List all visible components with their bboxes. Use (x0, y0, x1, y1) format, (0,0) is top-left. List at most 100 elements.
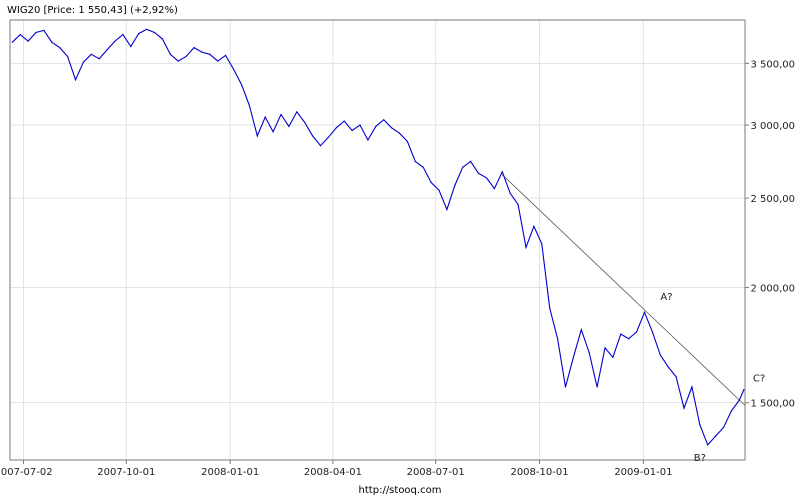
price-data-point (525, 246, 527, 249)
price-data-point (35, 31, 37, 34)
x-tick-label: 2008-07-01 (407, 467, 465, 478)
price-data-point (375, 125, 377, 127)
price-data-point (743, 389, 745, 391)
trendline (501, 174, 746, 406)
price-data-point (225, 54, 227, 57)
price-data-point (391, 127, 393, 129)
price-data-point (620, 333, 622, 335)
price-data-point (383, 119, 385, 121)
price-data-point (248, 104, 250, 107)
price-data-point (201, 51, 203, 53)
price-data-point (74, 79, 77, 81)
price-data-point (636, 331, 638, 333)
price-data-point (501, 171, 503, 173)
price-data-point (485, 177, 488, 179)
price-data-point (643, 311, 646, 313)
price-data-point (414, 160, 416, 162)
price-data-point (715, 435, 717, 437)
price-data-point (240, 83, 243, 86)
annotation-label: B? (694, 453, 706, 464)
chart-title: WIG20 [Price: 1 550,43] (+2,92%) (7, 5, 178, 16)
price-data-point (707, 444, 709, 446)
price-data-point (122, 34, 124, 36)
price-data-point (406, 140, 408, 142)
price-data-point (675, 376, 677, 378)
price-data-point (572, 356, 575, 358)
price-data-point (138, 33, 140, 35)
price-data-point (722, 426, 725, 429)
price-data-point (493, 188, 495, 190)
price-data-point (351, 129, 353, 132)
price-data-point (588, 352, 590, 354)
price-data-point (288, 125, 290, 127)
price-data-point (209, 53, 211, 55)
price-data-point (272, 131, 274, 133)
price-data-point (477, 172, 480, 174)
price-data-point (312, 135, 314, 137)
price-data-point (90, 53, 92, 55)
price-data-point (533, 225, 535, 227)
vertical-gridlines (23, 20, 644, 464)
price-data-point (161, 38, 163, 40)
price-data-point (612, 356, 614, 358)
wave-annotations: A? B? C? (660, 292, 765, 464)
price-data-point (462, 166, 464, 168)
price-data-point (430, 181, 432, 183)
price-data-point (517, 204, 519, 206)
source-url-link[interactable]: http://stooq.com (358, 485, 442, 496)
price-data-point (256, 135, 258, 137)
price-data-point (319, 145, 322, 147)
price-data-point (51, 41, 53, 43)
price-data-point (359, 124, 361, 126)
price-data-point (98, 58, 100, 60)
price-data-point (580, 329, 582, 331)
price-data-point (27, 40, 29, 42)
price-data-point (169, 53, 171, 55)
x-tick-label: 2009-01-01 (614, 467, 672, 478)
price-series-points (11, 28, 745, 446)
price-data-point (114, 40, 116, 42)
plot-frame (9, 19, 746, 461)
price-data-point (185, 55, 187, 58)
price-data-point (296, 111, 298, 113)
price-data-point (738, 399, 741, 401)
annotation-label: C? (753, 374, 765, 385)
price-data-point (19, 34, 21, 36)
price-data-point (327, 136, 329, 138)
plot-background (10, 20, 745, 460)
price-data-point (130, 45, 132, 48)
price-data-point (217, 60, 219, 62)
price-data-point (106, 49, 108, 51)
price-data-point (193, 47, 195, 49)
price-data-point (667, 366, 669, 368)
price-data-point (509, 192, 511, 194)
price-data-point (470, 160, 472, 162)
x-tick-label: 2007-10-01 (97, 467, 155, 478)
price-data-point (304, 121, 306, 123)
price-data-point (264, 116, 266, 118)
price-data-point (438, 189, 440, 191)
price-data-point (335, 127, 337, 129)
y-axis-tick-labels: 1 500,00 2 000,00 2 500,00 3 000,00 3 500,00 (750, 59, 795, 409)
y-tick-label: 1 500,00 (750, 399, 795, 410)
price-data-point (730, 410, 733, 412)
price-data-point (651, 331, 654, 333)
price-data-point (153, 31, 156, 34)
price-data-point (659, 354, 661, 356)
x-tick-label: 2008-01-01 (201, 467, 259, 478)
price-data-point (699, 424, 701, 426)
price-data-point (398, 132, 401, 134)
annotation-label: A? (660, 292, 672, 303)
price-data-point (59, 47, 61, 49)
price-series-line (11, 28, 745, 446)
x-tick-label: 2008-10-01 (510, 467, 568, 478)
price-data-point (367, 139, 369, 141)
price-data-point (454, 184, 456, 187)
y-tick-label: 2 500,00 (750, 194, 795, 205)
price-data-point (564, 386, 567, 388)
price-data-point (596, 386, 598, 388)
price-data-point (146, 28, 148, 30)
price-data-point (557, 338, 559, 340)
price-data-point (43, 29, 45, 31)
y-tick-label: 3 500,00 (750, 59, 795, 70)
